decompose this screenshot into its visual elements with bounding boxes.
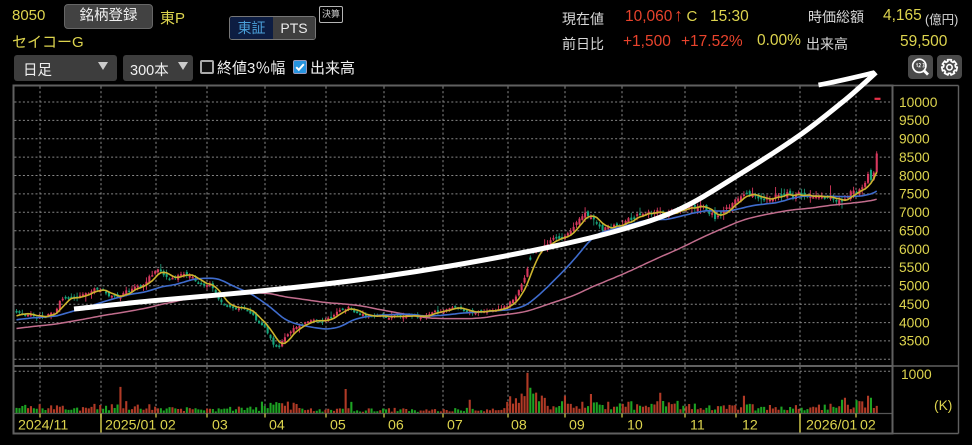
svg-text:2024/11: 2024/11 [18, 418, 68, 434]
svg-text:2025/01: 2025/01 [105, 418, 156, 434]
svg-text:07: 07 [447, 418, 463, 434]
svg-text:7000: 7000 [899, 205, 930, 220]
svg-text:10: 10 [627, 418, 643, 434]
svg-text:9000: 9000 [899, 132, 930, 147]
svg-text:4000: 4000 [899, 315, 930, 330]
svg-text:4500: 4500 [899, 297, 930, 312]
svg-text:04: 04 [269, 418, 285, 434]
svg-text:6000: 6000 [899, 242, 930, 257]
svg-text:7500: 7500 [899, 187, 930, 202]
svg-text:10000: 10000 [899, 95, 938, 110]
svg-text:2026/01: 2026/01 [806, 418, 857, 434]
svg-text:05: 05 [330, 418, 346, 434]
svg-text:8500: 8500 [899, 150, 930, 165]
svg-text:8000: 8000 [899, 168, 930, 183]
svg-text:6500: 6500 [899, 224, 930, 239]
svg-text:09: 09 [569, 418, 585, 434]
svg-text:08: 08 [511, 418, 527, 434]
svg-text:12: 12 [742, 418, 758, 434]
svg-text:06: 06 [388, 418, 404, 434]
svg-text:02: 02 [860, 418, 876, 434]
svg-text:5000: 5000 [899, 279, 930, 294]
svg-text:03: 03 [212, 418, 228, 434]
svg-text:11: 11 [690, 418, 705, 434]
svg-text:5500: 5500 [899, 260, 930, 275]
svg-text:(K): (K) [934, 398, 952, 413]
svg-text:1000: 1000 [901, 367, 932, 382]
svg-text:02: 02 [160, 418, 176, 434]
svg-text:3500: 3500 [899, 334, 930, 349]
svg-text:9500: 9500 [899, 113, 930, 128]
